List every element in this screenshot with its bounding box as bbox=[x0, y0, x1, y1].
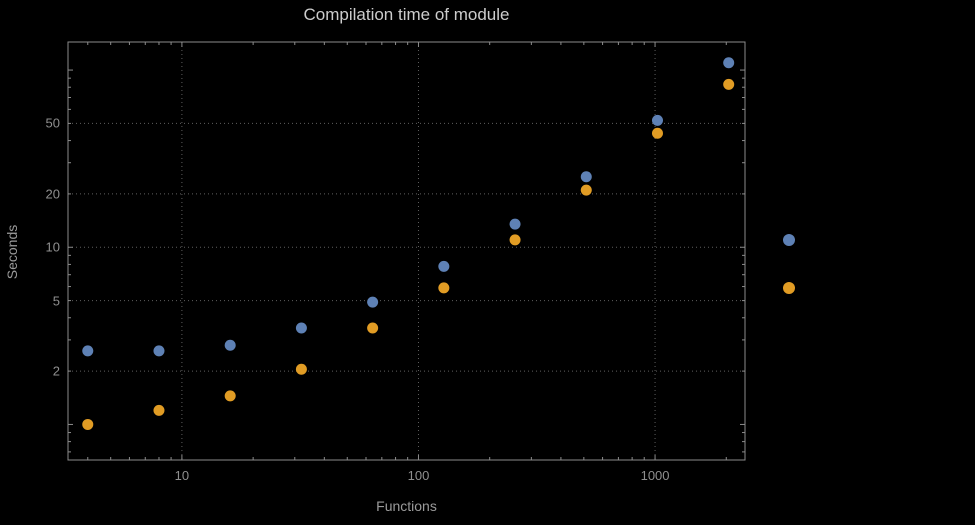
data-point-series-1-x2048 bbox=[723, 57, 735, 69]
data-point-series-1-x64 bbox=[367, 296, 379, 308]
y-tick-label-2: 2 bbox=[52, 363, 60, 379]
data-point-series-2-x256 bbox=[509, 234, 521, 246]
legend-marker-series-2 bbox=[783, 282, 795, 294]
chart-title: Compilation time of module bbox=[303, 5, 510, 24]
x-tick-label-10: 10 bbox=[174, 468, 190, 483]
plot-frame bbox=[67, 41, 746, 461]
data-point-series-2-x32 bbox=[295, 363, 307, 375]
y-tick-label-20: 20 bbox=[45, 186, 60, 202]
data-point-series-2-x8 bbox=[153, 404, 165, 416]
data-point-series-1-x32 bbox=[295, 322, 307, 334]
data-point-series-2-x16 bbox=[224, 390, 236, 402]
data-point-series-1-x256 bbox=[509, 218, 521, 230]
data-point-series-2-x4 bbox=[82, 418, 94, 430]
data-point-series-2-x128 bbox=[438, 282, 450, 294]
data-point-series-1-x128 bbox=[438, 260, 450, 272]
data-point-series-1-x1024 bbox=[651, 114, 663, 126]
data-point-series-2-x1024 bbox=[651, 127, 663, 139]
data-point-series-1-x4 bbox=[82, 345, 94, 357]
y-tick-label-50: 50 bbox=[45, 115, 60, 131]
data-point-series-1-x512 bbox=[580, 171, 592, 183]
y-axis-label: Seconds bbox=[4, 224, 20, 280]
x-tick-label-100: 100 bbox=[407, 468, 430, 483]
data-point-series-1-x8 bbox=[153, 345, 165, 357]
x-axis-label: Functions bbox=[376, 498, 437, 514]
x-tick-label-1000: 1000 bbox=[640, 468, 670, 483]
y-tick-label-5: 5 bbox=[52, 293, 60, 309]
data-point-series-1-x16 bbox=[224, 339, 236, 351]
y-tick-label-10: 10 bbox=[45, 239, 60, 255]
legend-marker-series-1 bbox=[783, 234, 795, 246]
data-point-series-2-x2048 bbox=[723, 78, 735, 90]
data-point-series-2-x512 bbox=[580, 184, 592, 196]
data-point-series-2-x64 bbox=[367, 322, 379, 334]
